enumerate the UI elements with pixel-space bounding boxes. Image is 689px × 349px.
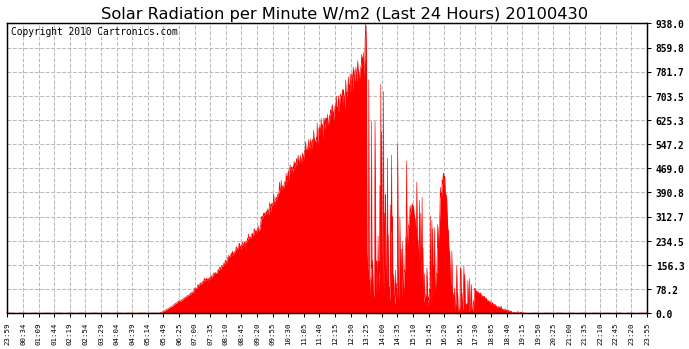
Text: Solar Radiation per Minute W/m2 (Last 24 Hours) 20100430: Solar Radiation per Minute W/m2 (Last 24… bbox=[101, 7, 588, 22]
Text: Copyright 2010 Cartronics.com: Copyright 2010 Cartronics.com bbox=[10, 27, 177, 37]
